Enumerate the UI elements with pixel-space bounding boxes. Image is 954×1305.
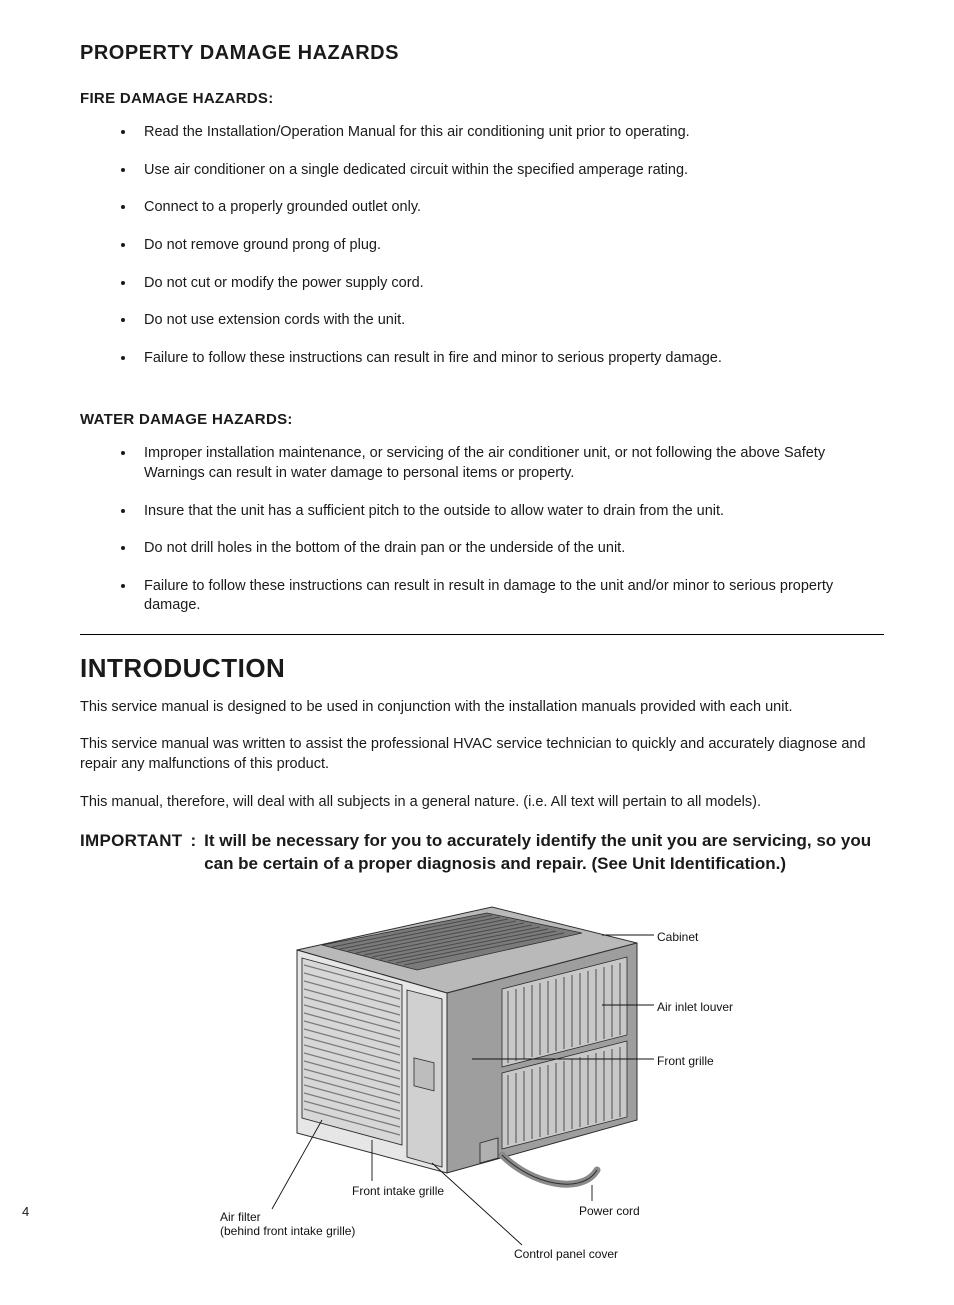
page-number: 4 (22, 1203, 29, 1221)
list-item: Do not drill holes in the bottom of the … (136, 539, 884, 559)
water-hazards-heading: WATER DAMAGE HAZARDS: (80, 410, 884, 430)
intro-paragraph: This service manual is designed to be us… (80, 698, 884, 718)
introduction-heading: Introduction (80, 651, 884, 686)
important-note: IMPORTANT: It will be necessary for you … (80, 830, 884, 875)
callout-front-grille: Front grille (657, 1055, 714, 1069)
list-item: Improper installation maintenance, or se… (136, 444, 884, 483)
important-label: IMPORTANT (80, 830, 182, 853)
list-item: Insure that the unit has a sufficient pi… (136, 502, 884, 522)
list-item: Use air conditioner on a single dedicate… (136, 161, 884, 181)
unit-diagram-container: 0: Cabinet Air inlet louver Front grille… (80, 895, 884, 1275)
important-colon: : (190, 830, 196, 853)
property-damage-heading: PROPERTY DAMAGE HAZARDS (80, 40, 884, 67)
list-item: Read the Installation/Operation Manual f… (136, 123, 884, 143)
callout-air-filter: Air filter (behind front intake grille) (220, 1211, 355, 1239)
callout-cabinet: Cabinet (657, 931, 698, 945)
section-divider (80, 634, 884, 635)
callout-air-filter-line2: (behind front intake grille) (220, 1224, 355, 1238)
callout-control-panel-cover: Control panel cover (514, 1248, 618, 1262)
callout-front-intake-grille: Front intake grille (352, 1185, 444, 1199)
intro-paragraph: This manual, therefore, will deal with a… (80, 793, 884, 813)
list-item: Failure to follow these instructions can… (136, 349, 884, 369)
list-item: Do not cut or modify the power supply co… (136, 274, 884, 294)
list-item: Connect to a properly grounded outlet on… (136, 198, 884, 218)
water-hazards-list: Improper installation maintenance, or se… (80, 444, 884, 615)
fire-hazards-list: Read the Installation/Operation Manual f… (80, 123, 884, 368)
fire-hazards-heading: FIRE DAMAGE HAZARDS: (80, 89, 884, 109)
callout-air-filter-line1: Air filter (220, 1210, 261, 1224)
callout-power-cord: Power cord (579, 1205, 640, 1219)
intro-paragraph: This service manual was written to assis… (80, 735, 884, 774)
important-text: It will be necessary for you to accurate… (204, 830, 884, 875)
list-item: Do not remove ground prong of plug. (136, 236, 884, 256)
list-item: Do not use extension cords with the unit… (136, 311, 884, 331)
callout-air-inlet-louver: Air inlet louver (657, 1001, 733, 1015)
list-item: Failure to follow these instructions can… (136, 577, 884, 616)
unit-diagram: 0: Cabinet Air inlet louver Front grille… (202, 895, 762, 1275)
